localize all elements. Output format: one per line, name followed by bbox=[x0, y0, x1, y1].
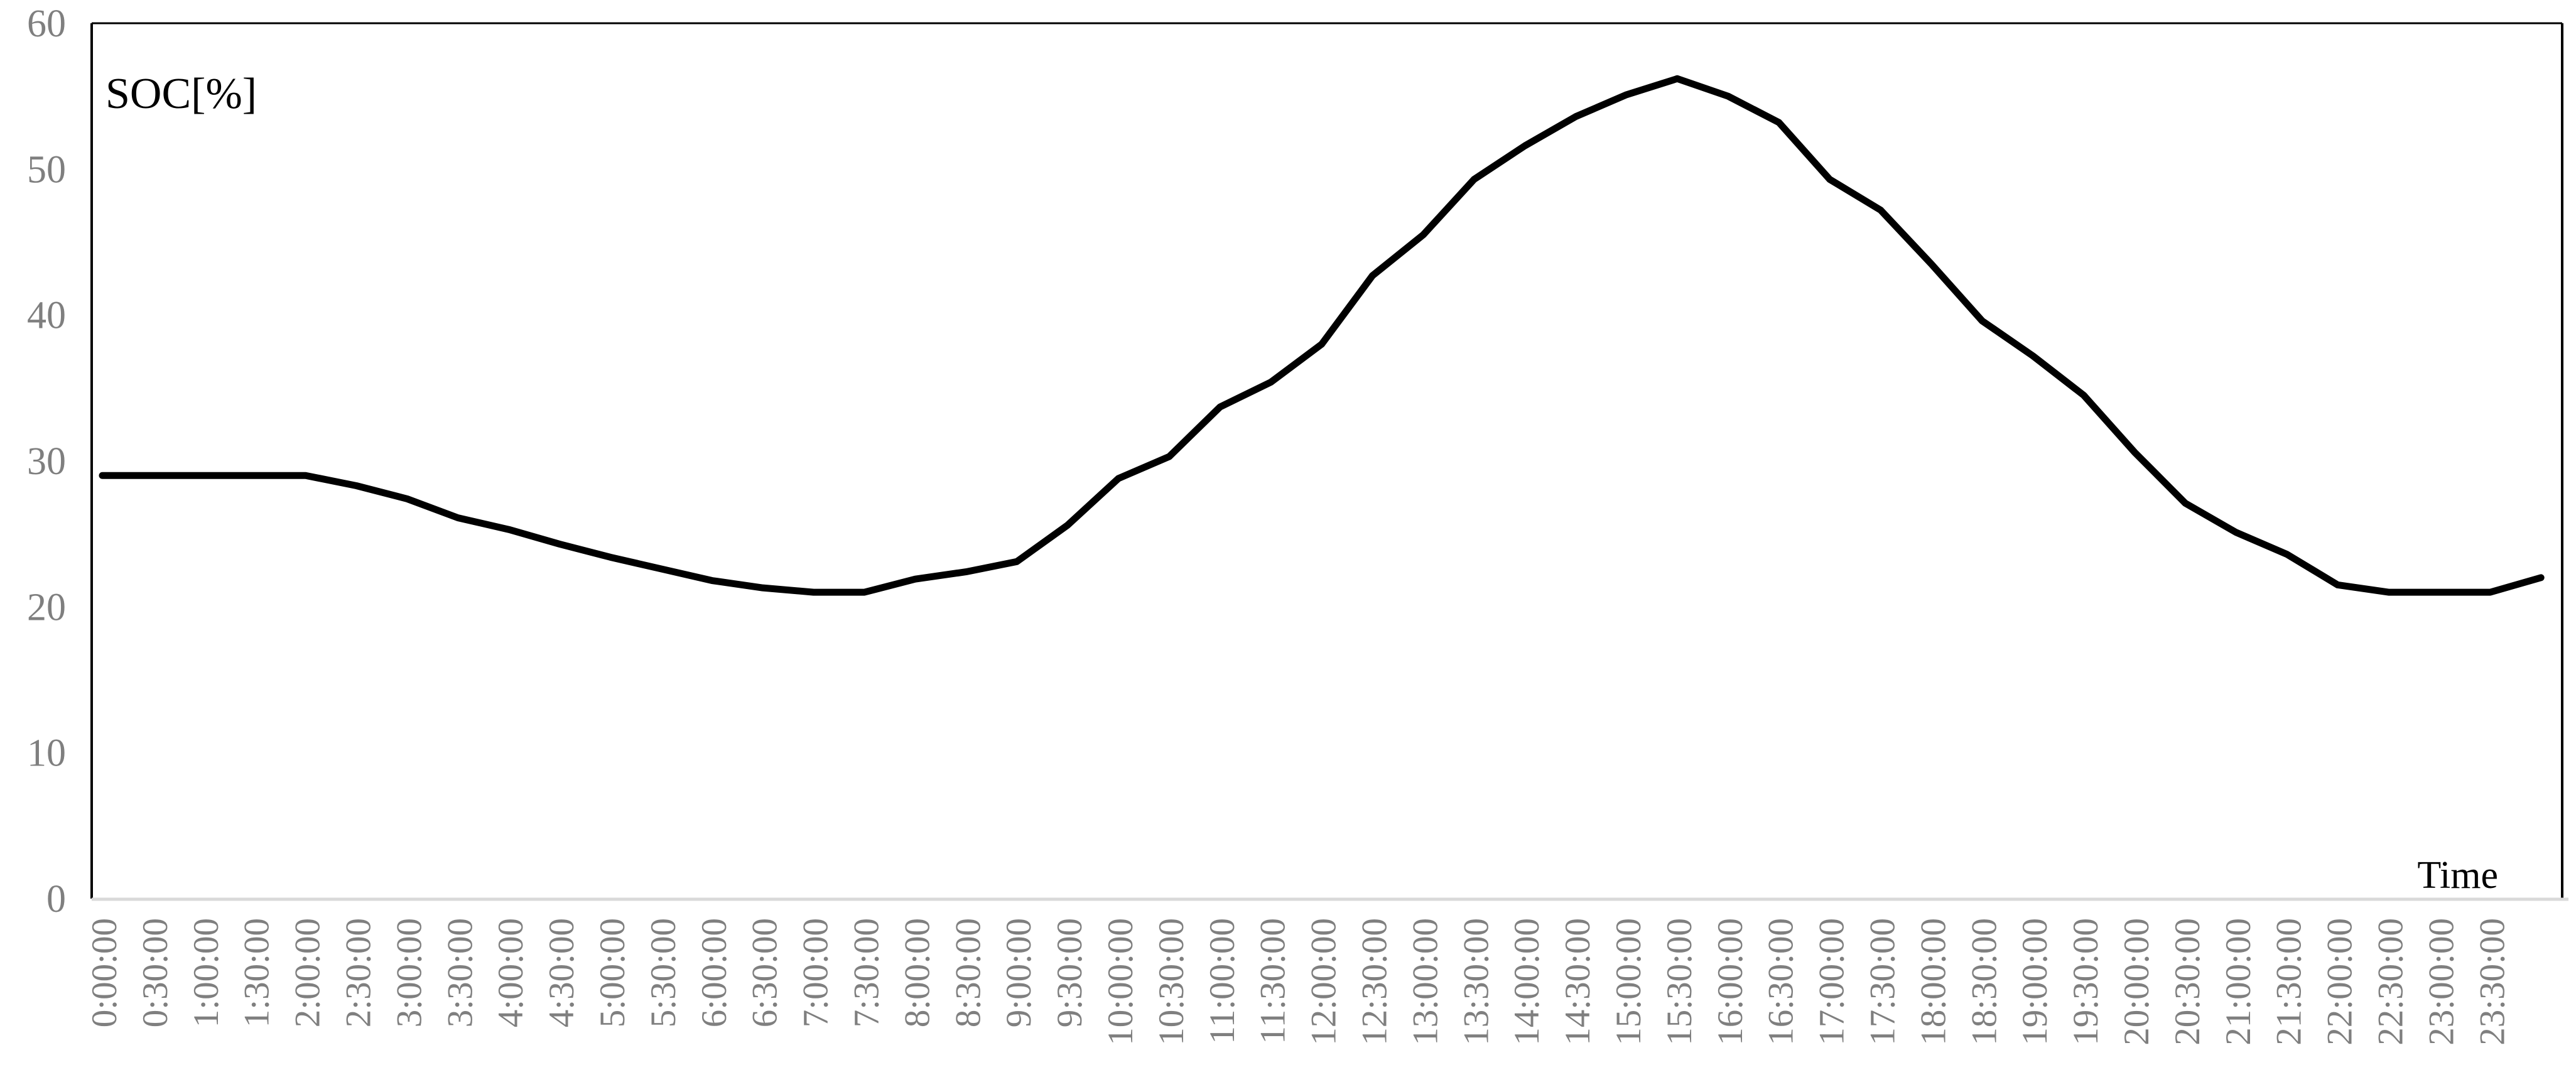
x-tick-label: 13:30:00 bbox=[1456, 918, 1496, 1046]
x-tick-label: 8:00:00 bbox=[897, 918, 937, 1027]
soc-series-line bbox=[99, 75, 2545, 596]
x-tick-label: 3:00:00 bbox=[389, 918, 429, 1027]
y-axis-tick-labels: 0 10 20 30 40 50 60 bbox=[27, 3, 66, 921]
y-tick-label: 10 bbox=[27, 732, 66, 775]
x-tick-label: 15:00:00 bbox=[1609, 918, 1648, 1046]
x-tick-label: 11:30:00 bbox=[1253, 918, 1293, 1044]
x-tick-label: 7:30:00 bbox=[847, 918, 887, 1027]
x-tick-label: 9:30:00 bbox=[1050, 918, 1090, 1027]
x-tick-label: 20:00:00 bbox=[2117, 918, 2157, 1046]
x-tick-label: 0:00:00 bbox=[85, 918, 124, 1027]
x-tick-label: 1:30:00 bbox=[237, 918, 277, 1027]
x-tick-label: 14:30:00 bbox=[1558, 918, 1598, 1046]
x-tick-label: 22:30:00 bbox=[2371, 918, 2411, 1046]
x-tick-label: 18:30:00 bbox=[1964, 918, 2004, 1046]
x-tick-label: 4:00:00 bbox=[491, 918, 531, 1027]
x-tick-label: 2:00:00 bbox=[288, 918, 328, 1027]
x-tick-label: 13:00:00 bbox=[1405, 918, 1445, 1046]
x-tick-label: 23:00:00 bbox=[2422, 918, 2461, 1046]
x-tick-label: 17:00:00 bbox=[1812, 918, 1852, 1046]
x-tick-label: 19:00:00 bbox=[2015, 918, 2055, 1046]
x-axis-tick-labels: 0:00:00 0:30:00 1:00:00 1:30:00 2:00:00 2:30:… bbox=[85, 918, 2512, 1046]
y-tick-label: 0 bbox=[46, 878, 66, 921]
x-tick-label: 6:30:00 bbox=[745, 918, 785, 1027]
x-tick-label: 1:00:00 bbox=[187, 918, 226, 1027]
x-tick-label: 6:00:00 bbox=[695, 918, 734, 1027]
x-tick-label: 10:00:00 bbox=[1101, 918, 1140, 1046]
x-tick-label: 11:00:00 bbox=[1203, 918, 1242, 1044]
x-tick-label: 23:30:00 bbox=[2472, 918, 2512, 1046]
x-tick-label: 12:00:00 bbox=[1304, 918, 1344, 1046]
x-tick-label: 21:30:00 bbox=[2270, 918, 2309, 1046]
x-tick-label: 16:00:00 bbox=[1711, 918, 1750, 1046]
x-tick-label: 5:00:00 bbox=[593, 918, 632, 1027]
x-tick-label: 17:30:00 bbox=[1863, 918, 1903, 1046]
x-tick-label: 9:00:00 bbox=[999, 918, 1039, 1027]
x-tick-label: 2:30:00 bbox=[339, 918, 379, 1027]
x-tick-label: 14:00:00 bbox=[1507, 918, 1547, 1046]
x-tick-label: 20:30:00 bbox=[2168, 918, 2207, 1046]
y-tick-label: 50 bbox=[27, 148, 66, 191]
x-tick-label: 5:30:00 bbox=[644, 918, 683, 1027]
x-tick-label: 16:30:00 bbox=[1762, 918, 1801, 1046]
x-axis-title: Time bbox=[2417, 854, 2498, 897]
x-tick-label: 4:30:00 bbox=[542, 918, 582, 1027]
y-tick-label: 40 bbox=[27, 295, 66, 337]
y-tick-label: 20 bbox=[27, 586, 66, 629]
x-tick-label: 15:30:00 bbox=[1660, 918, 1699, 1046]
x-tick-label: 0:30:00 bbox=[136, 918, 175, 1027]
x-tick-label: 10:30:00 bbox=[1152, 918, 1191, 1046]
x-tick-label: 18:00:00 bbox=[1913, 918, 1953, 1046]
y-tick-label: 60 bbox=[27, 3, 66, 45]
x-tick-label: 7:00:00 bbox=[796, 918, 836, 1027]
x-tick-label: 21:00:00 bbox=[2219, 918, 2258, 1046]
x-tick-label: 8:30:00 bbox=[948, 918, 988, 1027]
y-tick-label: 30 bbox=[27, 440, 66, 483]
x-tick-label: 12:30:00 bbox=[1355, 918, 1395, 1046]
y-axis-title: SOC[%] bbox=[106, 70, 257, 118]
x-tick-label: 22:00:00 bbox=[2320, 918, 2360, 1046]
x-tick-label: 19:30:00 bbox=[2066, 918, 2106, 1046]
x-tick-label: 3:30:00 bbox=[440, 918, 480, 1027]
